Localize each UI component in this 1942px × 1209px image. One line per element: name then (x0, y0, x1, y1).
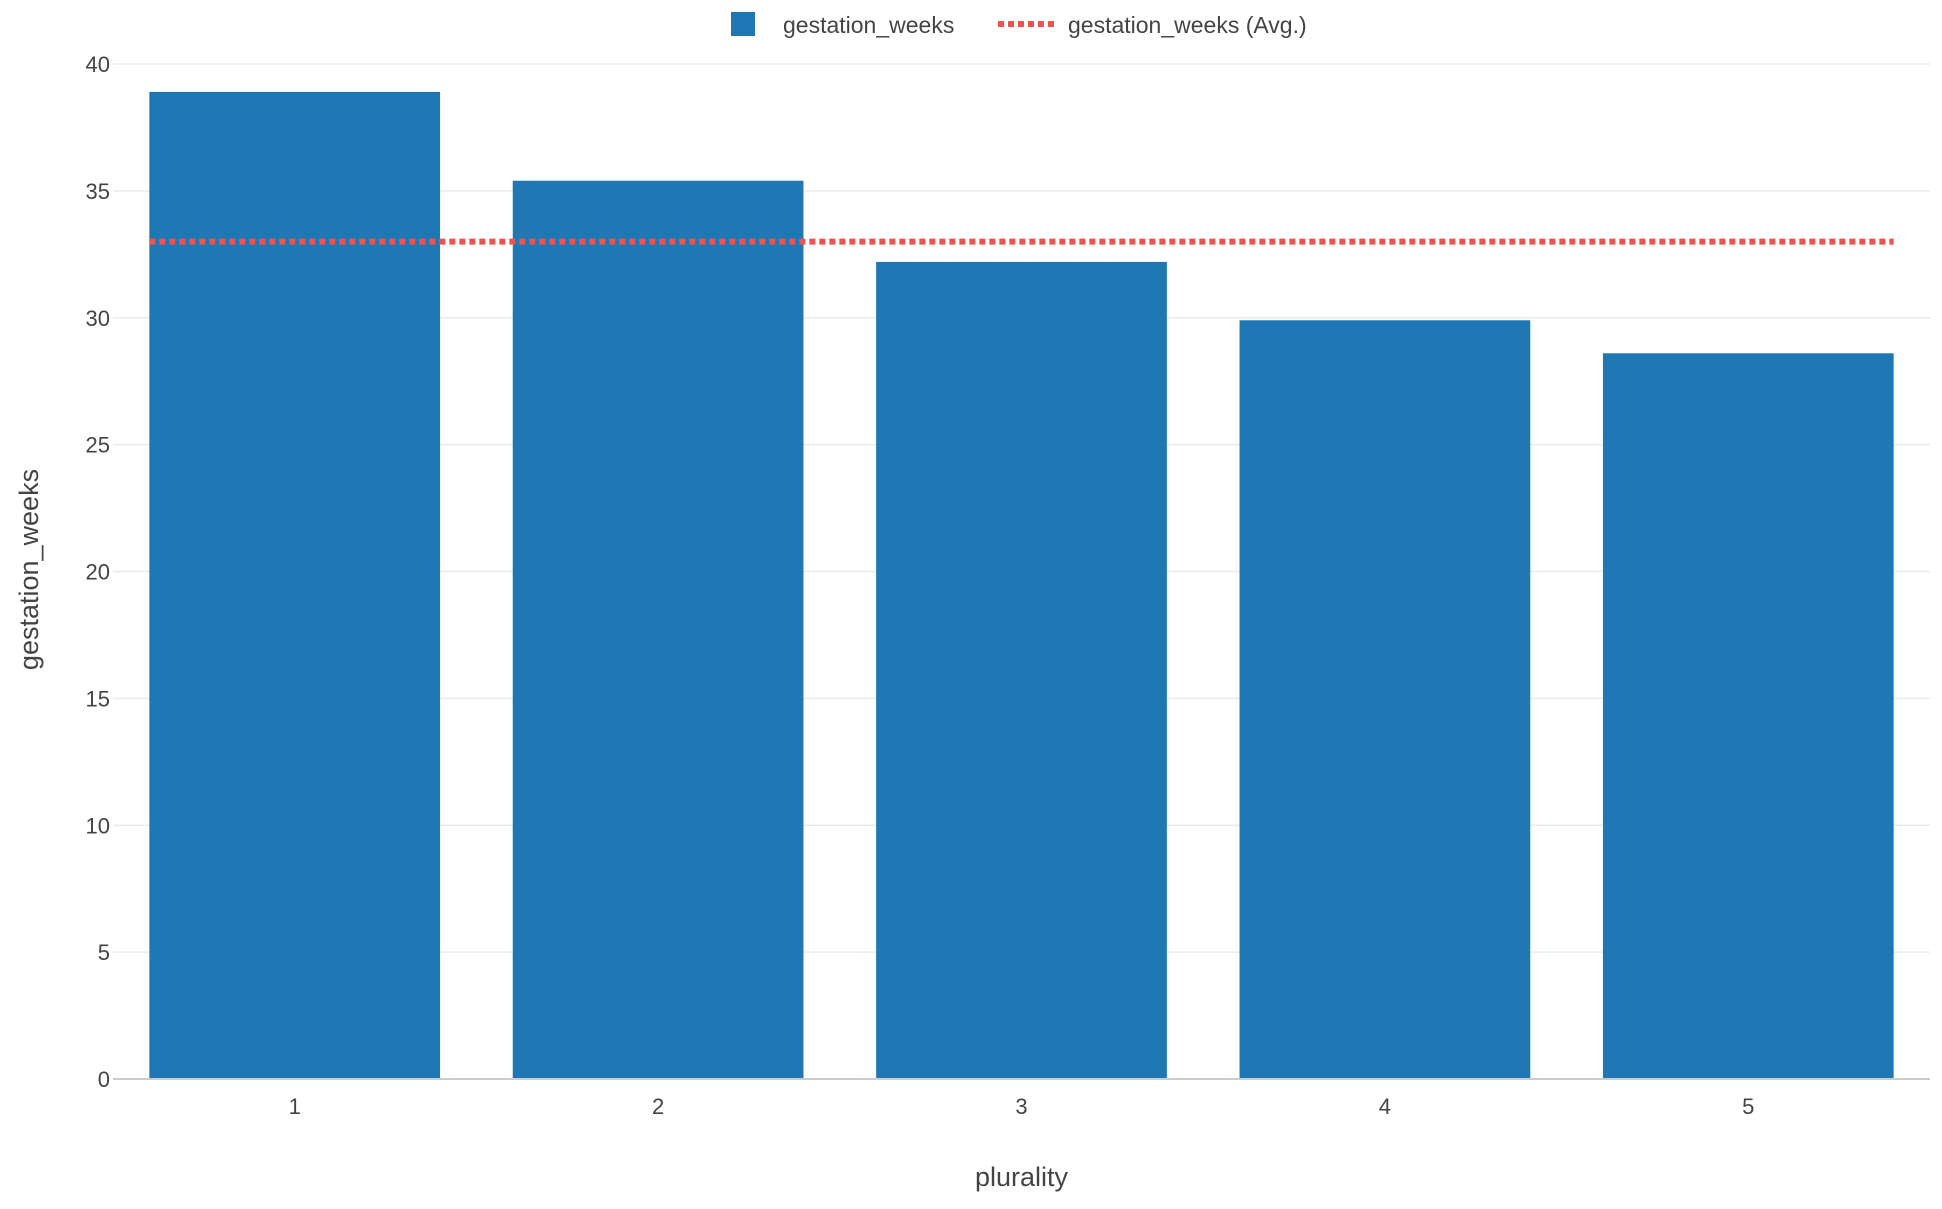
y-tick-label: 0 (98, 1067, 110, 1092)
x-tick-label: 3 (1015, 1094, 1027, 1119)
y-tick-label: 25 (86, 433, 110, 458)
bar[interactable] (1602, 353, 1894, 1079)
legend[interactable]: gestation_weeks gestation_weeks (Avg.) (731, 12, 1307, 38)
bars (149, 91, 1894, 1080)
x-tick-label: 4 (1379, 1094, 1391, 1119)
bar[interactable] (149, 91, 441, 1080)
y-tick-label: 35 (86, 179, 110, 204)
y-tick-label: 20 (86, 560, 110, 585)
bar[interactable] (512, 180, 804, 1080)
x-tick-labels: 1 2 3 4 5 (289, 1094, 1755, 1119)
y-axis-title: gestation_weeks (14, 469, 44, 670)
y-tick-label: 10 (86, 813, 110, 838)
x-tick-label: 1 (289, 1094, 301, 1119)
y-tick-label: 30 (86, 306, 110, 331)
y-tick-labels: 0 5 10 15 20 25 30 35 40 (86, 52, 110, 1092)
legend-label-average[interactable]: gestation_weeks (Avg.) (1068, 12, 1307, 38)
legend-swatch-bar[interactable] (731, 12, 755, 36)
y-tick-label: 40 (86, 52, 110, 77)
x-tick-label: 2 (652, 1094, 664, 1119)
x-tick-label: 5 (1742, 1094, 1754, 1119)
x-axis-title: plurality (975, 1162, 1069, 1192)
bar[interactable] (876, 261, 1167, 1079)
legend-label-bar[interactable]: gestation_weeks (783, 12, 954, 38)
y-tick-label: 15 (86, 686, 110, 711)
y-tick-label: 5 (98, 940, 110, 965)
bar[interactable] (1239, 320, 1531, 1080)
